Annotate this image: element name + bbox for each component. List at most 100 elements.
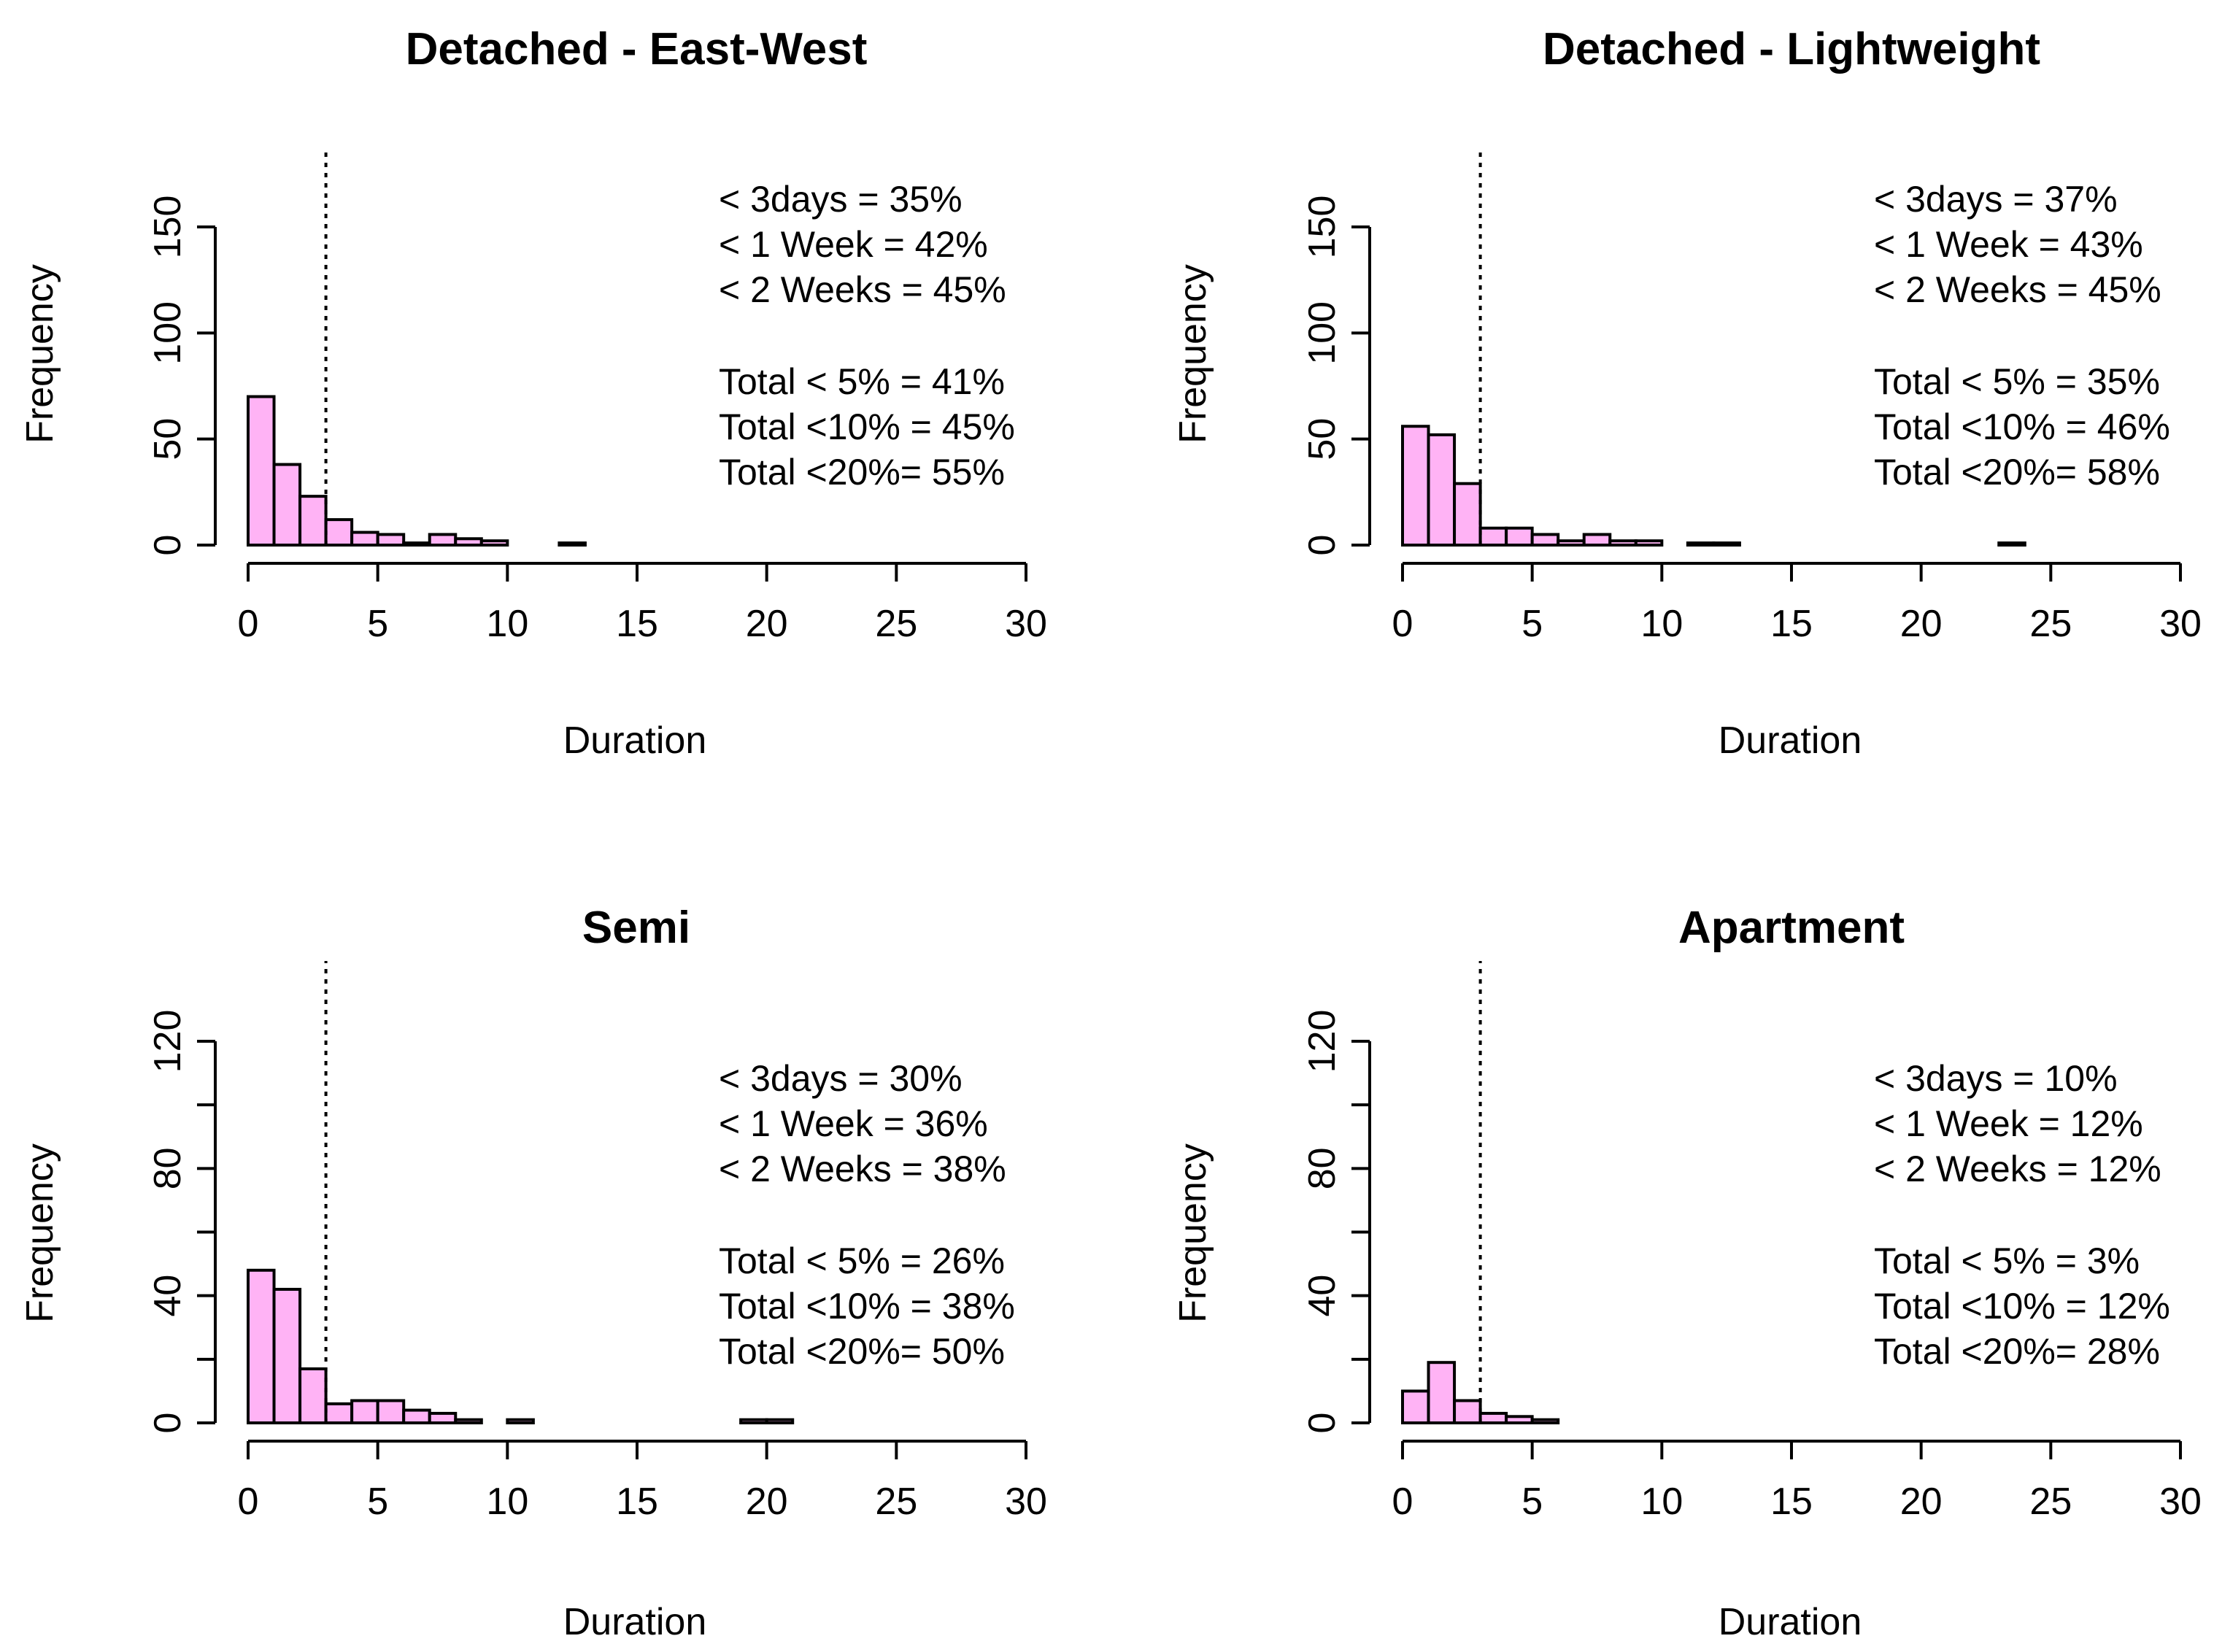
x-tick-label: 10: [1640, 603, 1683, 645]
histogram-bar: [1530, 533, 1560, 547]
histogram-bar: [1997, 541, 2026, 547]
x-tick-labels: 0 5 10 15 20 25 30: [238, 603, 1047, 645]
y-tick-label: 120: [147, 1010, 189, 1073]
x-tick-label: 5: [1521, 1481, 1543, 1523]
chart-title: Detached - Lightweight: [1543, 24, 2040, 74]
histogram-bar: [1478, 526, 1508, 547]
histogram-bar: [247, 1268, 276, 1425]
stat-total-5: Total < 5% = 26%: [719, 1240, 1005, 1281]
histogram-bar: [558, 541, 587, 547]
stat-total-5: Total < 5% = 3%: [1874, 1240, 2140, 1281]
x-tick-label: 0: [238, 603, 259, 645]
chart-title: Semi: [582, 903, 690, 953]
x-tick-labels: 0 5 10 15 20 25 30: [238, 1481, 1047, 1523]
panel-detached-lightweight: Detached - Lightweight 0 5 10 15 20 25 30 0 50 1…: [1172, 24, 2202, 762]
y-tick-label: 120: [1301, 1010, 1343, 1073]
histogram-bar: [1427, 433, 1457, 547]
x-tick-labels: 0 5 10 15 20 25 30: [1392, 603, 2202, 645]
stat-2weeks: < 2 Weeks = 45%: [719, 269, 1006, 310]
stat-total-5: Total < 5% = 35%: [1874, 361, 2160, 402]
x-tick-label: 25: [875, 603, 917, 645]
y-tick-labels: 0 50 100 150: [1301, 196, 1343, 556]
histogram-bar: [298, 1367, 328, 1424]
histogram-bar: [1401, 425, 1430, 547]
stat-1week: < 1 Week = 42%: [719, 224, 988, 265]
panel-semi: Semi 0 5 10 15 20 25 30 0 40 80 120 Duration Freq…: [19, 903, 1047, 1643]
chart-title: Apartment: [1678, 903, 1905, 953]
histogram-bar: [350, 530, 379, 547]
y-tick-labels: 0 50 100 150: [147, 196, 189, 556]
x-tick-label: 5: [367, 603, 388, 645]
x-tick-label: 30: [1005, 603, 1047, 645]
histogram-bar: [1530, 1418, 1560, 1425]
histogram-bar: [247, 395, 276, 547]
stats-annotation: < 3days = 10% < 1 Week = 12% < 2 Weeks =…: [1874, 1058, 2170, 1372]
x-tick-label: 15: [616, 1481, 658, 1523]
stat-total-20: Total <20%= 28%: [1874, 1331, 2160, 1372]
stat-total-5: Total < 5% = 41%: [719, 361, 1005, 402]
histogram-bar: [739, 1418, 768, 1425]
stat-total-10: Total <10% = 45%: [719, 406, 1015, 447]
y-tick-label: 0: [147, 535, 189, 556]
x-axis-label: Duration: [1719, 719, 1862, 762]
axes: [197, 1040, 1027, 1459]
x-tick-label: 25: [875, 1481, 917, 1523]
histogram-bar: [1634, 539, 1664, 547]
x-tick-label: 15: [1770, 1481, 1813, 1523]
histogram-bars: [247, 395, 587, 547]
histogram-bar: [1712, 541, 1741, 547]
y-tick-label: 150: [1301, 196, 1343, 259]
x-tick-label: 20: [746, 603, 788, 645]
histogram-bar: [272, 463, 302, 547]
stat-total-20: Total <20%= 58%: [1874, 452, 2160, 493]
histogram-bar: [298, 495, 328, 547]
stats-annotation: < 3days = 30% < 1 Week = 36% < 2 Weeks =…: [719, 1058, 1015, 1372]
histogram-bar: [765, 1418, 795, 1425]
histogram-bar: [1401, 1389, 1430, 1424]
stat-1week: < 1 Week = 43%: [1874, 224, 2143, 265]
histogram-bar: [350, 1399, 379, 1425]
histogram-bar: [376, 533, 406, 547]
panel-detached-east-west: Detached - East-West 0 5 10 15 20 25 30 0 50 100…: [19, 24, 1047, 762]
stat-3days: < 3days = 10%: [1874, 1058, 2118, 1099]
histogram-bar: [1505, 1415, 1534, 1424]
x-tick-label: 30: [2159, 1481, 2202, 1523]
x-tick-label: 10: [486, 1481, 528, 1523]
histogram-bar: [1478, 1411, 1508, 1425]
x-tick-label: 10: [1640, 1481, 1683, 1523]
histogram-bar: [402, 541, 431, 547]
chart-title: Detached - East-West: [406, 24, 868, 74]
x-tick-label: 10: [486, 603, 528, 645]
x-tick-label: 20: [1900, 603, 1943, 645]
histogram-bar: [454, 537, 483, 547]
stat-total-10: Total <10% = 46%: [1874, 406, 2170, 447]
histogram-bar: [479, 539, 509, 547]
x-tick-label: 15: [1770, 603, 1813, 645]
x-tick-label: 20: [746, 1481, 788, 1523]
stat-2weeks: < 2 Weeks = 12%: [1874, 1149, 2161, 1189]
histogram-bar: [1427, 1361, 1457, 1424]
stat-3days: < 3days = 35%: [719, 179, 963, 220]
histogram-bar: [324, 518, 354, 547]
y-tick-labels: 0 40 80 120: [147, 1010, 189, 1434]
x-axis-label: Duration: [563, 1601, 707, 1643]
axes: [197, 225, 1027, 582]
stats-annotation: < 3days = 37% < 1 Week = 43% < 2 Weeks =…: [1874, 179, 2170, 493]
y-tick-label: 0: [147, 1413, 189, 1434]
stat-1week: < 1 Week = 12%: [1874, 1103, 2143, 1144]
y-tick-label: 80: [1301, 1147, 1343, 1189]
y-tick-label: 50: [147, 418, 189, 460]
x-tick-label: 25: [2029, 1481, 2072, 1523]
x-tick-label: 30: [1005, 1481, 1047, 1523]
y-tick-label: 40: [147, 1275, 189, 1317]
histogram-bar: [402, 1408, 431, 1424]
y-axis-label: Frequency: [1172, 1143, 1214, 1323]
histogram-bar: [1582, 533, 1612, 547]
y-tick-label: 50: [1301, 418, 1343, 460]
histogram-bar: [428, 533, 458, 547]
histogram-bar: [428, 1411, 458, 1425]
histogram-bar: [376, 1399, 406, 1425]
stat-3days: < 3days = 37%: [1874, 179, 2118, 220]
histogram-bar: [1608, 539, 1638, 547]
histogram-bar: [1453, 1399, 1482, 1425]
